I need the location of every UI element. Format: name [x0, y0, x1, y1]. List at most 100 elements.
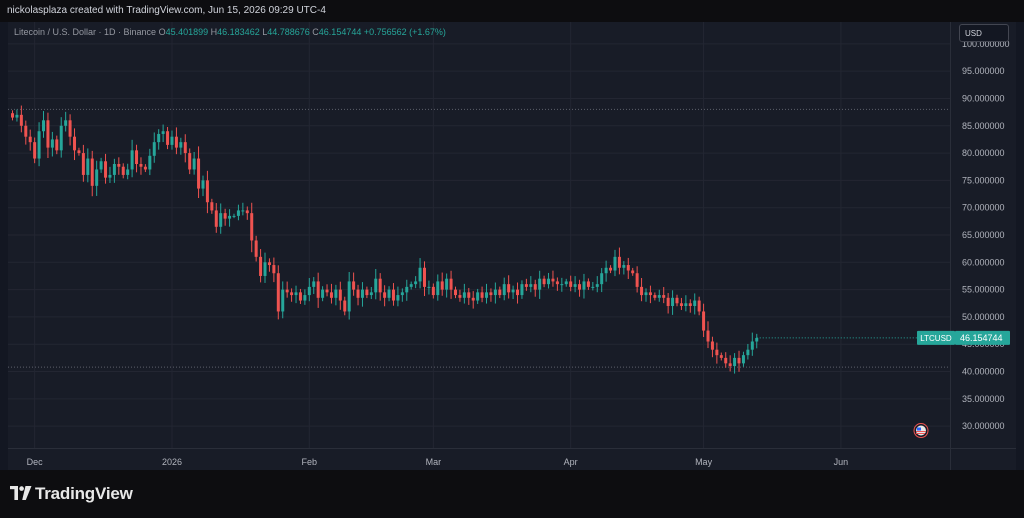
candle-body [533, 284, 537, 290]
candle-body [418, 267, 422, 282]
candle-body [378, 278, 382, 293]
candle-body [307, 286, 311, 296]
currency-button[interactable]: USD [959, 24, 1009, 42]
change-value: +0.756562 (+1.67%) [363, 27, 446, 37]
y-tick-label: 95.000000 [962, 66, 1005, 76]
chart-frame[interactable]: 30.00000035.00000040.00000045.00000050.0… [8, 22, 1016, 470]
candle-body [250, 213, 254, 241]
candle-body [493, 289, 497, 296]
candle-body [697, 300, 701, 312]
candle-body [236, 210, 240, 216]
candle-body [170, 136, 174, 145]
candle-body [338, 289, 342, 301]
candle-body [245, 210, 249, 214]
candle-body [121, 166, 125, 175]
candle-body [684, 303, 688, 306]
candle-body [201, 180, 205, 189]
candle-body [68, 120, 72, 137]
y-tick-label: 80.000000 [962, 148, 1005, 158]
candle-body [197, 158, 201, 189]
x-tick-label: Jun [834, 457, 849, 467]
candle-body [148, 155, 152, 170]
y-tick-label: 55.000000 [962, 285, 1005, 295]
candle-body [498, 289, 502, 296]
last-ticker-tag [917, 330, 955, 345]
candle-body [529, 284, 533, 287]
candle-body [715, 349, 719, 356]
candle-body [143, 166, 147, 170]
candle-body [59, 125, 63, 151]
candle-body [374, 278, 378, 293]
candle-body [414, 281, 418, 285]
candle-body [560, 284, 564, 286]
candle-body [73, 136, 77, 151]
candle-body [391, 289, 395, 301]
candle-body [281, 289, 285, 312]
price-chart[interactable]: 30.00000035.00000040.00000045.00000050.0… [8, 22, 1016, 470]
candle-body [662, 295, 666, 298]
candle-body [86, 158, 90, 175]
candle-body [139, 164, 143, 167]
candle-body [157, 133, 161, 143]
candle-body [551, 278, 555, 282]
x-tick-label: 2026 [162, 457, 182, 467]
candle-body [710, 341, 714, 350]
candle-body [263, 262, 267, 276]
candle-body [631, 270, 635, 274]
candle-body [214, 210, 218, 227]
candle-body [454, 289, 457, 296]
candle-body [334, 289, 338, 298]
last-price-value: 46.154744 [960, 333, 1003, 343]
candle-body [126, 169, 130, 175]
candle-body [365, 289, 369, 296]
y-tick-label: 50.000000 [962, 312, 1005, 322]
candle-body [547, 278, 551, 285]
y-tick-label: 85.000000 [962, 121, 1005, 131]
candle-body [356, 289, 360, 298]
candle-body [276, 273, 280, 312]
low-value: 44.788676 [267, 27, 310, 37]
y-tick-label: 70.000000 [962, 203, 1005, 213]
close-value: 46.154744 [318, 27, 362, 37]
open-value: 45.401899 [165, 27, 209, 37]
x-tick-label: Mar [426, 457, 442, 467]
candle-body [458, 295, 462, 298]
candle-body [104, 161, 108, 178]
y-tick-label: 35.000000 [962, 394, 1005, 404]
candle-body [179, 142, 183, 148]
candle-body [675, 297, 679, 304]
candle-body [77, 150, 81, 154]
candle-body [267, 262, 271, 266]
y-tick-label: 60.000000 [962, 257, 1005, 267]
candle-body [640, 286, 644, 296]
candle-body [595, 284, 599, 287]
candle-body [604, 267, 608, 274]
candle-body [622, 265, 626, 268]
candle-body [436, 281, 440, 296]
candle-body [427, 286, 431, 288]
low-label: L [262, 27, 268, 37]
y-tick-label: 40.000000 [962, 367, 1005, 377]
candle-body [95, 169, 99, 186]
candle-body [538, 278, 542, 290]
candle-body [693, 300, 697, 306]
candle-body [657, 295, 661, 298]
high-value: 46.183462 [217, 27, 260, 37]
candle-body [728, 363, 732, 367]
symbol-name: Litecoin / U.S. Dollar · 1D · Binance [14, 27, 157, 37]
candle-body [219, 213, 223, 227]
candle-body [321, 289, 325, 298]
candle-body [360, 289, 364, 298]
candle-body [192, 158, 196, 170]
footer-bar: TradingView [0, 470, 1024, 518]
candle-body [573, 284, 577, 287]
candle-body [205, 180, 209, 203]
candle-body [569, 281, 573, 287]
candle-body [617, 256, 621, 268]
candle-body [11, 113, 14, 118]
y-tick-label: 75.000000 [962, 175, 1005, 185]
candle-body [316, 281, 320, 298]
candle-body [90, 158, 94, 186]
candle-body [445, 278, 449, 290]
x-tick-label: Apr [564, 457, 578, 467]
